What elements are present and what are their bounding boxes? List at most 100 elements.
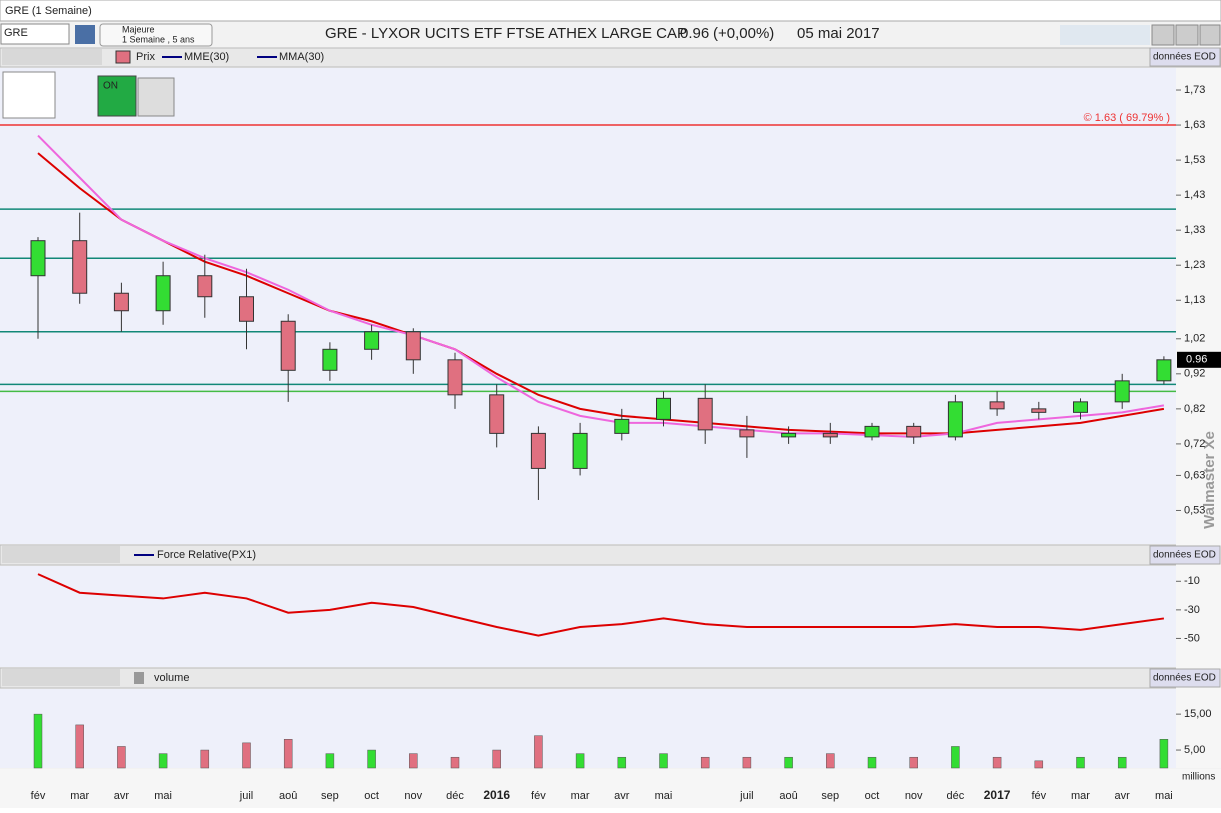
- candle-body: [489, 394, 505, 434]
- x-tick-label: oct: [865, 790, 880, 802]
- candle-body: [614, 418, 630, 434]
- y-tick-label: 1,43: [1184, 189, 1205, 201]
- toggle-button[interactable]: [97, 75, 137, 117]
- last-price-label: 0.96: [1186, 354, 1207, 366]
- rsi-header: [0, 544, 1221, 566]
- title-bar: [0, 0, 1221, 22]
- x-tick-label: mar: [1071, 790, 1090, 802]
- candle-body: [405, 331, 421, 361]
- y-tick-label: -30: [1184, 604, 1200, 616]
- x-tick-label: 2016: [483, 788, 510, 802]
- x-tick-label: mai: [154, 790, 172, 802]
- candle-body: [530, 432, 546, 469]
- candle-body: [322, 348, 338, 371]
- book-icon[interactable]: [75, 25, 95, 44]
- candle-body: [697, 397, 713, 431]
- tool-icon[interactable]: [1151, 24, 1175, 46]
- volume-bar: [826, 753, 835, 769]
- x-tick-label: déc: [446, 790, 464, 802]
- y-tick-label: -10: [1184, 575, 1200, 587]
- period-select[interactable]: [99, 23, 213, 47]
- volume-bar: [992, 756, 1002, 769]
- volume-bar: [367, 749, 376, 769]
- date: 05 mai 2017: [797, 25, 880, 42]
- volume-bar: [450, 756, 460, 769]
- volume-bar: [617, 756, 627, 769]
- source-box: [1149, 47, 1221, 67]
- volume-bar: [158, 753, 168, 769]
- candle-body: [280, 320, 296, 371]
- x-tick-label: sep: [821, 790, 839, 802]
- y-tick-label: 1,73: [1184, 84, 1205, 96]
- source-label: données EOD: [1153, 550, 1216, 561]
- x-tick-label: fév: [31, 790, 46, 802]
- volume-bar: [325, 753, 335, 769]
- legend-swatch: [134, 672, 144, 684]
- panel-tools[interactable]: [2, 546, 120, 563]
- x-tick-label: fév: [531, 790, 546, 802]
- candle-body: [30, 240, 46, 277]
- candle-body: [447, 359, 463, 396]
- legend-bar: [0, 47, 1221, 68]
- change: (+0,00%): [713, 25, 774, 42]
- volume-bar: [117, 746, 126, 769]
- tool-icons[interactable]: [1060, 25, 1150, 45]
- period-title: Majeure: [122, 24, 155, 34]
- y-axis-area: [1176, 68, 1221, 768]
- x-tick-label: 2017: [984, 788, 1011, 802]
- panel-tools[interactable]: [2, 49, 102, 65]
- volume-bar: [659, 753, 668, 769]
- y-tick-label: 0,63: [1184, 469, 1205, 481]
- y-tick-label: 1,53: [1184, 154, 1205, 166]
- symbol: GRE: [4, 27, 28, 39]
- rsi-line: [37, 573, 1165, 637]
- last-price: 0.96: [680, 25, 709, 42]
- panel-tools[interactable]: [2, 669, 120, 686]
- tool-icons[interactable]: [137, 77, 175, 117]
- tool-icon[interactable]: [1175, 24, 1199, 46]
- volume-bar: [575, 753, 585, 769]
- x-tick-label: aoû: [279, 790, 297, 802]
- volume-bar: [1034, 760, 1044, 769]
- source-box: [1149, 668, 1221, 688]
- volume-bar: [200, 749, 210, 769]
- unit-label: millions: [1182, 772, 1215, 783]
- volume-bar: [1076, 756, 1085, 769]
- toggle-label: ON: [103, 81, 118, 92]
- source-box: [1149, 545, 1221, 565]
- y-tick-label: 0,92: [1184, 368, 1205, 380]
- symbol-input[interactable]: [0, 23, 70, 45]
- volume-bar: [1117, 756, 1127, 769]
- y-tick-label: 15,00: [1184, 708, 1212, 720]
- x-tick-label: mar: [571, 790, 590, 802]
- legend-label: volume: [154, 672, 189, 684]
- volume-bar: [492, 749, 501, 769]
- legend-swatch: [115, 50, 131, 64]
- y-tick-label: 1,23: [1184, 259, 1205, 271]
- candle-body: [1114, 380, 1130, 403]
- candle-body: [947, 401, 963, 438]
- tool-icon[interactable]: [1199, 24, 1221, 46]
- legend-label: MMA(30): [279, 51, 324, 63]
- volume-bar: [951, 746, 960, 769]
- rsi-plot: [0, 566, 1176, 667]
- y-tick-label: 1,33: [1184, 224, 1205, 236]
- candle-body: [739, 429, 755, 438]
- x-tick-label: mar: [70, 790, 89, 802]
- volume-header: [0, 667, 1221, 689]
- volume-bar: [867, 756, 877, 769]
- volume-bar: [283, 739, 293, 769]
- x-tick-label: juil: [739, 790, 753, 802]
- candle-body: [822, 432, 838, 438]
- volume-bar: [784, 756, 793, 769]
- candle-body: [1156, 359, 1172, 382]
- candle-body: [155, 275, 171, 312]
- candle-body: [864, 425, 880, 438]
- x-tick-label: avr: [114, 790, 130, 802]
- source-label: données EOD: [1153, 673, 1216, 684]
- volume-bar: [75, 724, 84, 769]
- candle-body: [906, 425, 922, 438]
- alert-icon[interactable]: [2, 71, 56, 119]
- price-plot: [0, 68, 1176, 544]
